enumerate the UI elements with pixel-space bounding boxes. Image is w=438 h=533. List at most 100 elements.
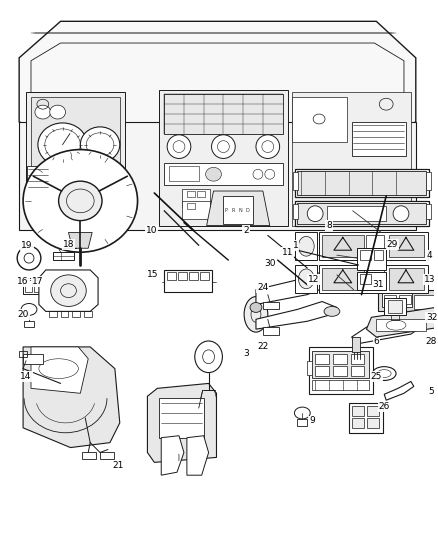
Text: P: P (225, 208, 228, 213)
Bar (367, 406, 379, 416)
Text: 32: 32 (426, 313, 437, 322)
Bar (53, 252, 74, 260)
Bar (164, 94, 283, 134)
Polygon shape (19, 122, 416, 230)
Bar (27, 166, 49, 194)
Bar (360, 250, 371, 260)
Bar (414, 295, 438, 310)
Bar (100, 453, 114, 459)
Bar (167, 272, 176, 280)
Text: 18: 18 (63, 240, 74, 249)
Bar (297, 203, 426, 223)
Ellipse shape (420, 316, 431, 326)
Text: 2: 2 (243, 226, 249, 235)
Bar (72, 311, 80, 317)
Bar (293, 98, 347, 142)
Bar (357, 248, 386, 270)
Bar (84, 311, 92, 317)
Bar (333, 366, 347, 376)
Bar (309, 347, 373, 394)
Bar (49, 311, 57, 317)
Bar (352, 418, 364, 428)
Bar (293, 204, 298, 219)
Text: 5: 5 (429, 387, 434, 396)
Polygon shape (148, 383, 216, 462)
Bar (426, 172, 431, 190)
Text: 21: 21 (112, 461, 124, 470)
Ellipse shape (294, 407, 310, 419)
Text: 20: 20 (18, 310, 29, 319)
Bar (189, 272, 198, 280)
Bar (360, 274, 371, 284)
Bar (24, 321, 34, 327)
Text: R: R (232, 208, 235, 213)
Polygon shape (68, 232, 92, 248)
Text: D: D (245, 208, 249, 213)
Ellipse shape (195, 341, 223, 373)
Polygon shape (31, 347, 88, 393)
Bar (23, 278, 43, 294)
Ellipse shape (205, 167, 222, 181)
Bar (378, 290, 438, 311)
Text: 16: 16 (18, 277, 29, 286)
Bar (352, 406, 364, 416)
Ellipse shape (372, 367, 396, 381)
Text: 15: 15 (147, 270, 158, 279)
Bar (295, 201, 429, 225)
Text: 29: 29 (386, 240, 398, 249)
Ellipse shape (307, 206, 323, 222)
Bar (295, 232, 317, 260)
Bar (374, 250, 383, 260)
Text: 9: 9 (309, 416, 315, 425)
Polygon shape (161, 435, 184, 475)
Ellipse shape (59, 181, 102, 221)
Text: 12: 12 (307, 276, 319, 284)
Bar (319, 265, 427, 293)
Bar (307, 361, 312, 375)
Polygon shape (256, 272, 337, 304)
Bar (200, 272, 208, 280)
Bar (159, 398, 204, 438)
Bar (164, 164, 283, 185)
Ellipse shape (21, 303, 37, 316)
Text: 11: 11 (282, 248, 293, 257)
Polygon shape (26, 92, 125, 201)
Bar (388, 300, 402, 313)
Bar (293, 92, 411, 225)
Polygon shape (256, 302, 337, 329)
Bar (327, 206, 386, 221)
Bar (297, 419, 307, 426)
Polygon shape (352, 317, 426, 344)
Ellipse shape (250, 303, 262, 312)
Bar (351, 354, 364, 364)
Bar (384, 295, 396, 304)
Bar (23, 354, 43, 364)
Bar (34, 280, 41, 292)
Text: 1: 1 (293, 241, 298, 250)
Polygon shape (23, 347, 120, 448)
Text: 8: 8 (326, 221, 332, 230)
Bar (376, 319, 426, 331)
Text: 4: 4 (427, 251, 432, 260)
Bar (297, 171, 426, 195)
Ellipse shape (324, 275, 340, 285)
Bar (312, 381, 369, 390)
Ellipse shape (393, 206, 409, 222)
Ellipse shape (324, 306, 340, 316)
Ellipse shape (244, 296, 268, 332)
Bar (293, 172, 298, 190)
Ellipse shape (38, 123, 87, 166)
Bar (295, 265, 317, 293)
Ellipse shape (35, 105, 51, 119)
Text: 14: 14 (21, 372, 32, 381)
Ellipse shape (298, 269, 314, 289)
Text: N: N (238, 208, 242, 213)
Ellipse shape (17, 246, 41, 270)
Bar (367, 418, 379, 428)
Bar (315, 366, 329, 376)
Text: 24: 24 (257, 283, 268, 292)
Bar (333, 354, 347, 364)
Ellipse shape (50, 105, 66, 119)
Text: 6: 6 (374, 337, 379, 346)
Polygon shape (384, 382, 414, 400)
